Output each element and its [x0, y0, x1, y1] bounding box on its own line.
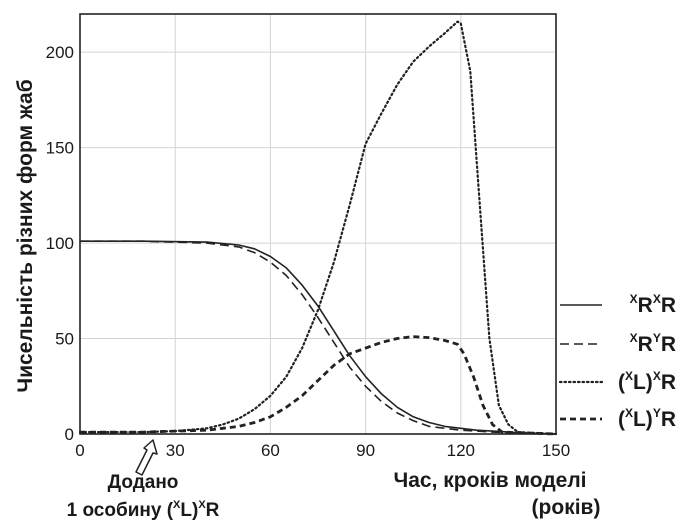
series-line — [78, 20, 558, 436]
plot-frame — [79, 13, 557, 435]
y-tick-label: 100 — [46, 234, 74, 253]
legend-label: XRXR — [630, 292, 676, 317]
x-tick-label: 30 — [166, 441, 185, 460]
annotation-line1: Додано — [108, 472, 179, 493]
series-line — [80, 335, 557, 436]
annotation-prefix: 1 особину ( — [67, 500, 174, 521]
y-tick-label: 0 — [65, 425, 74, 444]
annotation-mid: L) — [180, 500, 198, 521]
y-tick-labels: 0 50 100 150 200 — [46, 43, 74, 444]
grid — [79, 14, 557, 435]
y-tick-label: 150 — [46, 139, 74, 158]
legend-label: (XL)YR — [618, 406, 676, 431]
x-tick-label: 150 — [542, 441, 570, 460]
annotation: Додано 1 особину (XL)XR — [67, 439, 220, 521]
legend-label: (XL)XR — [618, 369, 676, 394]
x-axis-label-line1: Час, кроків моделі — [393, 469, 586, 492]
y-tick-label: 50 — [55, 330, 74, 349]
annotation-arrow — [135, 439, 158, 476]
series-line — [80, 240, 557, 435]
series-line — [80, 240, 557, 435]
annotation-sup2: X — [198, 499, 206, 511]
annotation-line2: 1 особину (XL)XR — [67, 499, 220, 521]
x-tick-label: 60 — [261, 441, 280, 460]
x-tick-labels: 0 30 60 90 120 150 — [75, 441, 570, 460]
x-tick-label: 120 — [447, 441, 475, 460]
y-tick-label: 200 — [46, 43, 74, 62]
y-axis-label: Чисельність різних форм жаб — [14, 79, 37, 392]
legend: XRXR XRYR (XL)XR (XL)YR — [558, 292, 676, 431]
series-group — [78, 20, 558, 436]
annotation-sup1: X — [173, 499, 181, 511]
x-tick-label: 0 — [75, 441, 84, 460]
x-axis-label-line2: (років) — [532, 496, 601, 519]
annotation-suffix: R — [206, 500, 220, 521]
legend-label: XRYR — [630, 331, 676, 356]
x-tick-label: 90 — [356, 441, 375, 460]
